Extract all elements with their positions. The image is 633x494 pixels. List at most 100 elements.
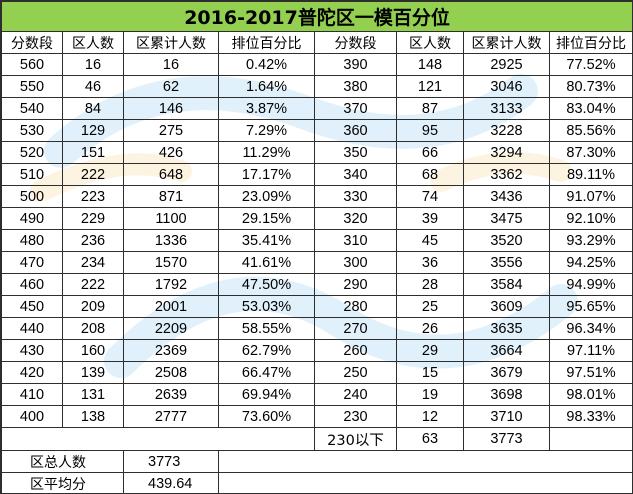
table-cell: 520 [1,141,63,164]
total-students-value: 3773 [123,450,219,473]
header-cell: 区累计人数 [463,31,550,54]
table-cell: 3046 [463,75,550,98]
table-cell: 16 [123,53,219,76]
table-cell: 39 [396,207,464,230]
empty-cell [1,427,315,451]
table-cell: 151 [62,141,124,164]
table-cell: 91.07% [548,185,632,208]
table-cell: 530 [1,119,63,142]
table-cell: 46 [62,75,124,98]
table-cell: 2925 [463,53,550,76]
table-cell: 340 [314,163,397,186]
header-row: 分数段 区人数 区累计人数 排位百分比 分数段 区人数 区累计人数 排位百分比 [1,31,632,54]
table-row: 490 229 1100 29.15% 320 39 3475 92.10% [1,207,632,230]
table-cell: 87.30% [548,141,632,164]
table-cell: 229 [62,207,124,230]
table-cell: 222 [62,163,124,186]
table-cell: 3664 [463,339,550,362]
table-cell: 45 [396,229,464,252]
table-cell: 121 [396,75,464,98]
table-cell: 29 [396,339,464,362]
table-cell: 15 [396,361,464,384]
table-cell: 560 [1,53,63,76]
table-cell: 3133 [463,97,550,120]
table-row: 430 160 2369 62.79% 260 29 3664 97.11% [1,339,632,362]
table-cell: 1100 [123,207,219,230]
table-cell: 29.15% [218,207,315,230]
table-cell: 280 [314,295,397,318]
table-cell: 234 [62,251,124,274]
table-cell: 139 [62,361,124,384]
table-cell: 540 [1,97,63,120]
table-cell: 380 [314,75,397,98]
empty-cell [217,450,632,473]
table-cell: 290 [314,273,397,296]
table-cell: 94.25% [548,251,632,274]
header-cell: 排位百分比 [218,31,315,54]
table-row: 450 209 2001 53.03% 280 25 3609 95.65% [1,295,632,318]
table-cell: 250 [314,361,397,384]
table-cell: 1.64% [218,75,315,98]
table-cell: 550 [1,75,63,98]
header-cell: 区累计人数 [123,31,219,54]
table-cell: 3584 [463,273,550,296]
table-cell: 1336 [123,229,219,252]
table-row: 510 222 648 17.17% 340 68 3362 89.11% [1,163,632,186]
header-cell: 排位百分比 [548,31,632,54]
header-cell: 区人数 [62,31,124,54]
table-cell: 400 [1,405,63,428]
table-cell: 460 [1,273,63,296]
table-cell: 0.42% [218,53,315,76]
table-row: 480 236 1336 35.41% 310 45 3520 93.29% [1,229,632,252]
table-row: 550 46 62 1.64% 380 121 3046 80.73% [1,75,632,98]
table-cell: 11.29% [218,141,315,164]
table-row: 440 208 2209 58.55% 270 26 3635 96.34% [1,317,632,340]
table-cell: 89.11% [548,163,632,186]
table-cell: 2777 [123,405,219,428]
table-cell: 3698 [463,383,550,406]
table-cell: 3710 [463,405,550,428]
table-cell: 146 [123,97,219,120]
table-cell: 300 [314,251,397,274]
table-cell: 208 [62,317,124,340]
table-cell: 240 [314,383,397,406]
table-cell: 74 [396,185,464,208]
table-cell: 330 [314,185,397,208]
table-cell: 3635 [463,317,550,340]
table-cell: 62 [123,75,219,98]
table-row: 470 234 1570 41.61% 300 36 3556 94.25% [1,251,632,274]
table-cell: 17.17% [218,163,315,186]
table-cell: 2508 [123,361,219,384]
table-cell: 420 [1,361,63,384]
table-row: 540 84 146 3.87% 370 87 3133 83.04% [1,97,632,120]
table-cell: 160 [62,339,124,362]
table-cell: 440 [1,317,63,340]
table-cell: 2369 [123,339,219,362]
table-cell: 92.10% [548,207,632,230]
average-score-row: 区平均分 439.64 [1,472,632,493]
table-cell: 98.01% [548,383,632,406]
table-cell: 36 [396,251,464,274]
table-cell: 3.87% [218,97,315,120]
table-cell: 66.47% [218,361,315,384]
average-score-value: 439.64 [123,472,219,493]
table-cell: 25 [396,295,464,318]
table-cell: 510 [1,163,63,186]
table-cell: 222 [62,273,124,296]
table-cell: 390 [314,53,397,76]
table-row: 560 16 16 0.42% 390 148 2925 77.52% [1,53,632,76]
table-cell: 223 [62,185,124,208]
below-count-cell: 63 [396,427,464,451]
empty-cell [548,427,632,451]
header-cell: 分数段 [314,31,397,54]
table-cell: 47.50% [218,273,315,296]
table-cell: 430 [1,339,63,362]
table-cell: 16 [62,53,124,76]
table-cell: 410 [1,383,63,406]
table-cell: 3679 [463,361,550,384]
table-cell: 320 [314,207,397,230]
table-cell: 58.55% [218,317,315,340]
table-cell: 62.79% [218,339,315,362]
table-cell: 500 [1,185,63,208]
